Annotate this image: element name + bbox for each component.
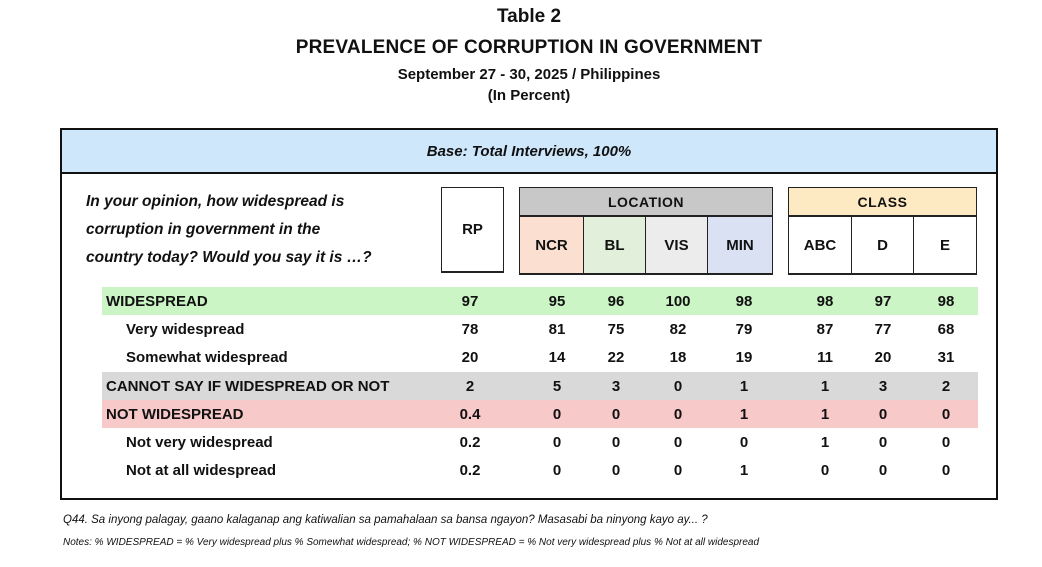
- table-row: Not very widespread 0.2 0 0 0 0 1 0 0: [102, 428, 978, 456]
- tagalog-question-footnote: Q44. Sa inyong palagay, gaano kalaganap …: [63, 514, 708, 526]
- base-banner: Base: Total Interviews, 100%: [62, 130, 996, 174]
- column-header-ncr: NCR: [520, 217, 584, 273]
- cell-value: 0: [878, 462, 888, 480]
- class-group-label: CLASS: [789, 188, 976, 217]
- cell-value: 68: [937, 320, 955, 338]
- row-label: NOT WIDESPREAD: [106, 405, 244, 423]
- cell-value: 100: [665, 292, 691, 310]
- survey-question: In your opinion, how widespread is corru…: [86, 188, 426, 272]
- cell-value: 98: [816, 292, 834, 310]
- column-header-vis: VIS: [646, 217, 708, 273]
- cell-value: 95: [548, 292, 566, 310]
- notes-footnote: Notes: % WIDESPREAD = % Very widespread …: [63, 537, 760, 548]
- cell-value: 79: [735, 320, 753, 338]
- table-row: NOT WIDESPREAD 0.4 0 0 0 1 1 0 0: [102, 400, 978, 429]
- cell-value: 98: [735, 292, 753, 310]
- table-row: CANNOT SAY IF WIDESPREAD OR NOT 2 5 3 0 1 1 3 2: [102, 371, 978, 401]
- cell-value: 0: [673, 405, 683, 423]
- table-body: WIDESPREAD 97 95 96 100 98 98 97 98 Very widespre…: [102, 287, 978, 485]
- cell-value: 0: [941, 434, 951, 452]
- table-row: Somewhat widespread 20 14 22 18 19 11 20 31: [102, 344, 978, 372]
- row-label: Not very widespread: [126, 434, 273, 452]
- cell-value: 22: [607, 349, 625, 367]
- cell-value: 0: [611, 405, 621, 423]
- table-row: WIDESPREAD 97 95 96 100 98 98 97 98: [102, 287, 978, 316]
- cell-value: 0: [941, 462, 951, 480]
- cell-value: 3: [878, 377, 888, 395]
- cell-value: 0: [552, 405, 562, 423]
- cell-value: 20: [461, 349, 479, 367]
- cell-value: 2: [465, 377, 475, 395]
- location-group-label: LOCATION: [520, 188, 772, 217]
- cell-value: 87: [816, 320, 834, 338]
- column-header-abc: ABC: [789, 217, 852, 273]
- cell-value: 96: [607, 292, 625, 310]
- cell-value: 0: [552, 434, 562, 452]
- row-label: CANNOT SAY IF WIDESPREAD OR NOT: [106, 377, 390, 395]
- question-line: country today? Would you say it is …?: [86, 249, 372, 266]
- cell-value: 0.2: [459, 462, 481, 480]
- cell-value: 1: [739, 377, 749, 395]
- cell-value: 1: [820, 377, 830, 395]
- cell-value: 0: [739, 434, 749, 452]
- location-header-group: LOCATION NCR BL VIS MIN: [519, 187, 773, 275]
- column-header-d: D: [852, 217, 914, 273]
- survey-date-location: September 27 - 30, 2025 / Philippines: [397, 66, 661, 83]
- cell-value: 31: [937, 349, 955, 367]
- table-number: Table 2: [496, 6, 562, 27]
- table-row: Very widespread 78 81 75 82 79 87 77 68: [102, 315, 978, 343]
- cell-value: 97: [461, 292, 479, 310]
- row-label: Very widespread: [126, 320, 245, 338]
- cell-value: 77: [874, 320, 892, 338]
- cell-value: 81: [548, 320, 566, 338]
- cell-value: 1: [820, 405, 830, 423]
- table-row: Not at all widespread 0.2 0 0 0 1 0 0 0: [102, 457, 978, 485]
- cell-value: 5: [552, 377, 562, 395]
- question-line: In your opinion, how widespread is: [86, 193, 345, 210]
- class-header-group: CLASS ABC D E: [788, 187, 977, 275]
- cell-value: 1: [739, 405, 749, 423]
- cell-value: 2: [941, 377, 951, 395]
- cell-value: 3: [611, 377, 621, 395]
- cell-value: 82: [669, 320, 687, 338]
- cell-value: 11: [817, 349, 833, 367]
- cell-value: 14: [548, 349, 566, 367]
- cell-value: 0: [878, 405, 888, 423]
- row-label: WIDESPREAD: [106, 292, 208, 310]
- cell-value: 78: [461, 320, 479, 338]
- column-header-bl: BL: [584, 217, 646, 273]
- unit-label: (In Percent): [487, 87, 571, 104]
- cell-value: 0.4: [459, 405, 481, 423]
- cell-value: 97: [874, 292, 892, 310]
- cell-value: 0: [673, 434, 683, 452]
- cell-value: 75: [607, 320, 625, 338]
- cell-value: 0: [673, 377, 683, 395]
- cell-value: 0.2: [459, 434, 481, 452]
- cell-value: 0: [611, 434, 621, 452]
- row-label: Somewhat widespread: [126, 349, 288, 367]
- cell-value: 20: [874, 349, 892, 367]
- question-line: corruption in government in the: [86, 221, 321, 238]
- cell-value: 98: [937, 292, 955, 310]
- cell-value: 0: [941, 405, 951, 423]
- cell-value: 18: [669, 349, 687, 367]
- cell-value: 0: [552, 462, 562, 480]
- cell-value: 0: [611, 462, 621, 480]
- column-header-e: E: [939, 236, 950, 254]
- cell-value: 0: [673, 462, 683, 480]
- table-title: PREVALENCE OF CORRUPTION IN GOVERNMENT: [295, 37, 763, 58]
- row-label: Not at all widespread: [126, 462, 277, 480]
- cell-value: 0: [820, 462, 830, 480]
- cell-value: 19: [735, 349, 753, 367]
- cell-value: 0: [878, 434, 888, 452]
- column-header-rp: RP: [441, 187, 504, 273]
- cell-value: 1: [820, 434, 830, 452]
- cell-value: 1: [739, 462, 749, 480]
- results-table: Base: Total Interviews, 100% In your opi…: [60, 128, 998, 500]
- column-header-min: MIN: [708, 217, 772, 273]
